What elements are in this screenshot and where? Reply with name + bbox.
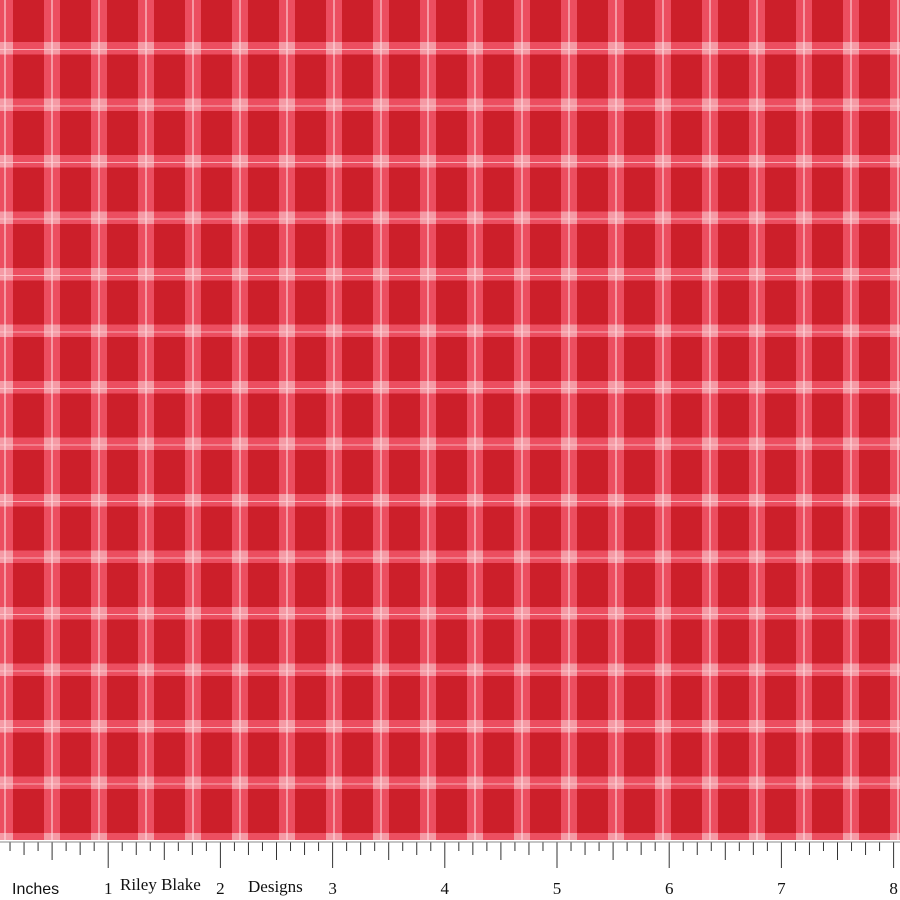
ruler-number: 3 (328, 879, 337, 898)
brand-suffix: Designs (248, 877, 303, 896)
plaid-fabric (0, 0, 900, 840)
ruler-number: 7 (777, 879, 786, 898)
ruler-ticks (0, 841, 900, 868)
ruler-number: 8 (889, 879, 898, 898)
ruler-number: 5 (553, 879, 562, 898)
ruler-number: 6 (665, 879, 674, 898)
ruler-number: 2 (216, 879, 225, 898)
ruler-number: 1 (104, 879, 113, 898)
brand: Riley Blake (120, 875, 201, 894)
ruler-number: 4 (441, 879, 450, 898)
unit-label: Inches (12, 881, 59, 898)
